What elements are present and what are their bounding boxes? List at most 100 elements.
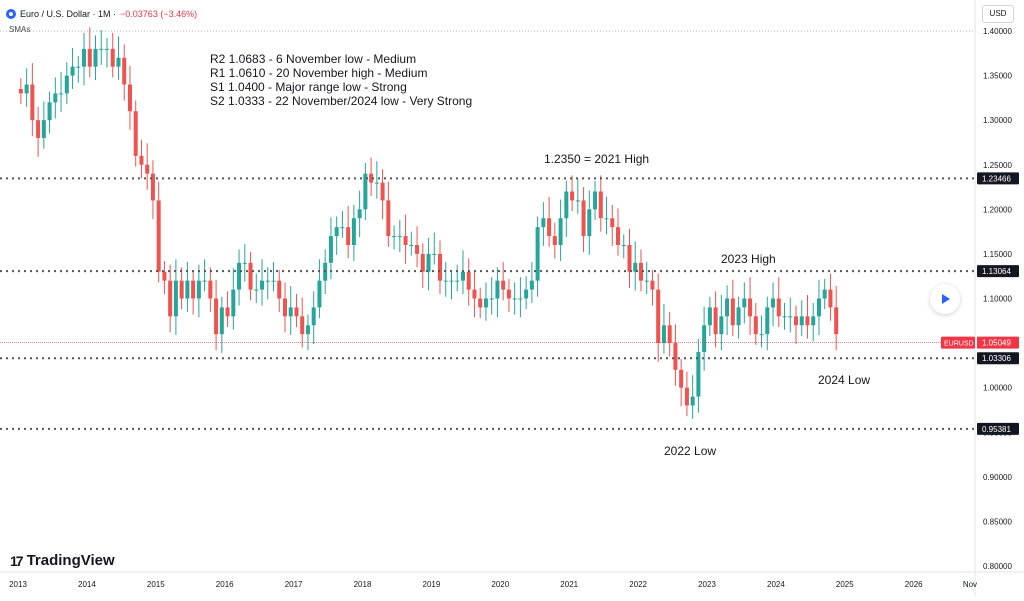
candle-body bbox=[30, 84, 35, 121]
level-price-tag bbox=[977, 265, 1019, 278]
symbol-tag-label: EURUSD bbox=[944, 341, 974, 348]
support-resistance-note: S1 1.0400 - Major range low - Strong bbox=[210, 80, 407, 94]
candle-body bbox=[725, 298, 730, 317]
support-resistance-note: R1 1.0610 - 20 November high - Medium bbox=[210, 66, 427, 80]
indicator-label[interactable]: SMAs bbox=[9, 25, 31, 34]
candle-body bbox=[466, 271, 471, 290]
candle-body bbox=[397, 236, 402, 238]
candle-body bbox=[661, 325, 666, 344]
candle-body bbox=[443, 280, 448, 282]
last-price-tag bbox=[977, 336, 1019, 349]
candle-body bbox=[277, 280, 282, 299]
candle-body bbox=[805, 316, 810, 326]
symbol-tag bbox=[941, 336, 975, 349]
candle-body bbox=[638, 262, 643, 281]
symbol-title[interactable]: Euro / U.S. Dollar · 1M · bbox=[20, 9, 117, 19]
candle-body bbox=[225, 307, 230, 317]
x-tick-label: 2023 bbox=[698, 580, 716, 589]
x-tick-label: 2016 bbox=[216, 580, 234, 589]
play-button[interactable] bbox=[930, 284, 960, 314]
level-price-tag bbox=[977, 172, 1019, 185]
candle-body bbox=[150, 173, 155, 201]
candle-body bbox=[288, 307, 293, 317]
candle-body bbox=[346, 227, 351, 245]
candle-body bbox=[575, 200, 580, 202]
candle-body bbox=[828, 289, 833, 308]
tradingview-mark-icon: 17 bbox=[10, 552, 24, 569]
y-tick-label: 0.85000 bbox=[983, 517, 1012, 526]
candle-body bbox=[765, 307, 770, 335]
candle-body bbox=[70, 66, 75, 76]
currency-button[interactable]: USD bbox=[982, 5, 1014, 23]
candle-body bbox=[535, 227, 540, 281]
candle-body bbox=[512, 298, 517, 300]
candle-body bbox=[489, 298, 494, 300]
candle-body bbox=[782, 316, 787, 318]
x-tick-label: 2025 bbox=[836, 580, 854, 589]
candle-body bbox=[265, 280, 270, 282]
candle-body bbox=[116, 57, 121, 67]
candle-body bbox=[380, 182, 385, 201]
candle-body bbox=[231, 289, 236, 317]
candle-body bbox=[311, 307, 316, 326]
candle-body bbox=[248, 262, 253, 290]
candle-body bbox=[260, 280, 265, 290]
candle-body bbox=[340, 227, 345, 229]
candle-body bbox=[742, 298, 747, 308]
symbol-flag-icon bbox=[6, 9, 16, 19]
candle-body bbox=[811, 316, 816, 326]
candle-body bbox=[621, 245, 626, 246]
candle-body bbox=[18, 88, 23, 94]
candle-body bbox=[771, 298, 776, 308]
candle-body bbox=[162, 271, 167, 281]
candle-body bbox=[237, 262, 242, 290]
candle-body bbox=[690, 396, 695, 406]
candle-body bbox=[673, 343, 678, 370]
x-tick-label: Nov bbox=[963, 580, 977, 589]
candle-body bbox=[702, 325, 707, 352]
candle-body bbox=[472, 289, 477, 299]
candle-body bbox=[547, 218, 552, 237]
candle-body bbox=[593, 191, 598, 210]
x-tick-label: 2018 bbox=[354, 580, 372, 589]
candle-body bbox=[598, 191, 603, 219]
candle-body bbox=[41, 120, 46, 138]
candle-body bbox=[644, 280, 649, 282]
play-icon bbox=[942, 294, 950, 304]
candle-body bbox=[822, 289, 827, 299]
candle-body bbox=[564, 191, 569, 219]
last-price-label: 1.05049 bbox=[982, 339, 1011, 348]
candle-body bbox=[604, 218, 609, 220]
support-resistance-note: R2 1.0683 - 6 November low - Medium bbox=[210, 52, 416, 66]
candle-body bbox=[679, 369, 684, 388]
candle-body bbox=[707, 307, 712, 326]
symbol-header: Euro / U.S. Dollar · 1M · −0.03763 (−3.4… bbox=[6, 6, 197, 22]
candle-body bbox=[403, 236, 408, 245]
candle-body bbox=[93, 48, 98, 67]
x-tick-label: 2024 bbox=[767, 580, 785, 589]
candle-body bbox=[420, 253, 425, 272]
y-tick-label: 1.20000 bbox=[983, 205, 1012, 214]
candle-body bbox=[438, 253, 443, 281]
candle-body bbox=[541, 218, 546, 228]
candle-body bbox=[305, 325, 310, 335]
candle-body bbox=[53, 93, 58, 103]
candle-body bbox=[633, 262, 638, 272]
candle-body bbox=[64, 75, 69, 94]
candle-body bbox=[386, 200, 391, 237]
candle-body bbox=[518, 298, 523, 300]
candle-body bbox=[24, 84, 29, 94]
candle-body bbox=[36, 120, 41, 138]
y-tick-label: 1.30000 bbox=[983, 116, 1012, 125]
chart-annotation: 2022 Low bbox=[664, 444, 716, 458]
candle-body bbox=[82, 48, 87, 67]
candle-body bbox=[501, 280, 506, 290]
candle-body bbox=[736, 307, 741, 326]
candle-body bbox=[392, 236, 397, 238]
y-tick-label: 0.90000 bbox=[983, 473, 1012, 482]
y-tick-label: 1.40000 bbox=[983, 27, 1012, 36]
candle-body bbox=[374, 182, 379, 184]
candle-body bbox=[759, 334, 764, 336]
